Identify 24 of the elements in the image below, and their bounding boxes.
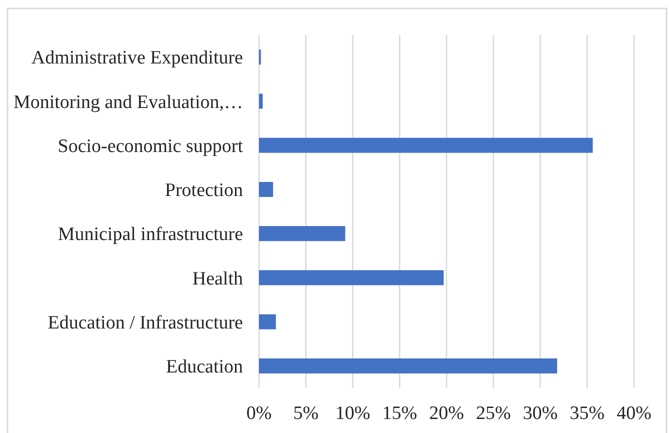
y-tick-label: Socio-economic support bbox=[58, 136, 244, 157]
y-tick-label: Education bbox=[166, 356, 244, 378]
y-tick-label: Education / Infrastructure bbox=[48, 312, 243, 334]
x-tick-label: 15% bbox=[382, 403, 418, 424]
x-tick-label: 0% bbox=[246, 403, 272, 424]
y-tick-label: Protection bbox=[164, 180, 244, 202]
y-tick-label: Monitoring and Evaluation,… bbox=[13, 92, 243, 113]
bar bbox=[259, 314, 276, 330]
x-tick-label: 20% bbox=[429, 403, 464, 424]
x-tick-label: 30% bbox=[522, 403, 558, 424]
bar bbox=[259, 182, 274, 197]
x-tick-label: 10% bbox=[335, 403, 370, 424]
y-tick-label: Municipal infrastructure bbox=[58, 224, 243, 246]
bar bbox=[259, 94, 263, 109]
x-tick-label: 5% bbox=[293, 403, 319, 424]
bar bbox=[259, 226, 346, 242]
bar bbox=[259, 138, 593, 153]
x-tick-label: 25% bbox=[476, 403, 511, 424]
x-tick-label: 40% bbox=[616, 403, 652, 424]
y-tick-label: Administrative Expenditure bbox=[31, 48, 243, 69]
x-tick-label: 35% bbox=[570, 403, 605, 424]
y-tick-label: Health bbox=[192, 268, 244, 290]
bar bbox=[259, 270, 444, 286]
bar bbox=[259, 358, 558, 374]
